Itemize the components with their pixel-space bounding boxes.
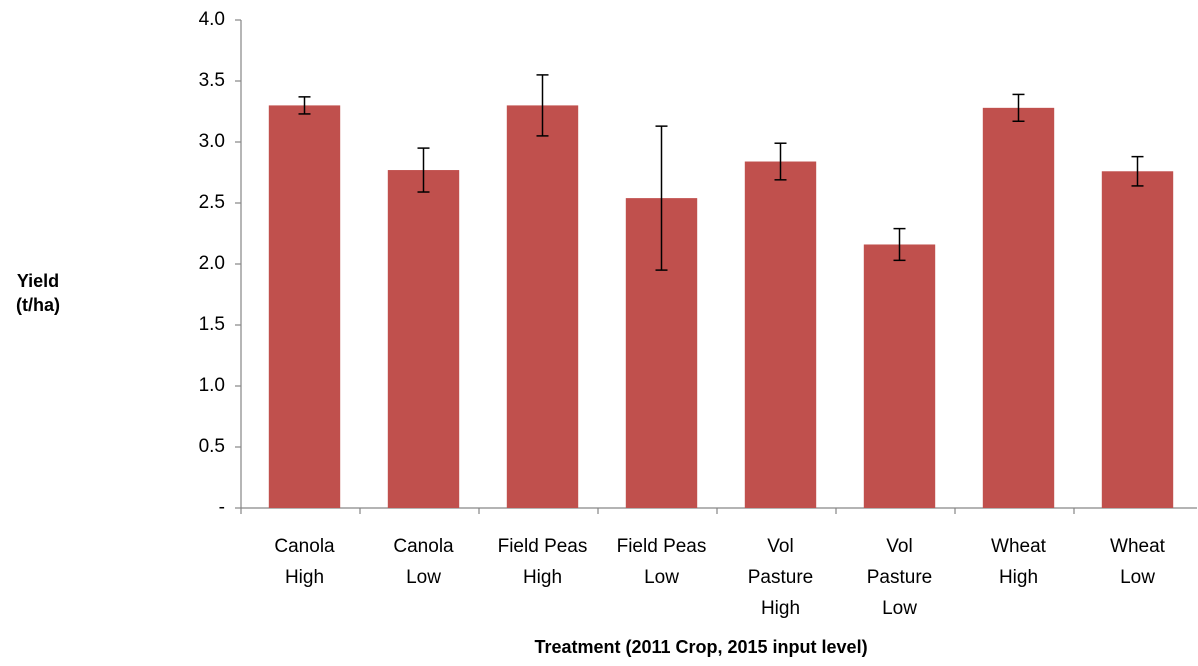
error-bar: [1012, 93, 1025, 123]
x-tick-label: High: [523, 567, 562, 588]
y-tick-label: 1.5: [199, 314, 225, 335]
y-axis-label: Yield: [17, 271, 59, 291]
bar: [506, 105, 579, 509]
x-tick-label: High: [761, 598, 800, 619]
error-bar: [1131, 155, 1144, 187]
y-tick-label: 1.0: [199, 375, 225, 396]
y-tick-label: 0.5: [199, 436, 225, 457]
x-tick-label: Low: [406, 567, 441, 588]
x-tick-label: Canola: [393, 536, 454, 557]
x-tick-label: Field Peas: [498, 536, 588, 557]
error-bar: [417, 147, 430, 193]
x-tick-label: Pasture: [748, 567, 813, 588]
error-bar: [536, 74, 549, 137]
x-tick-label: Low: [882, 598, 917, 619]
bar: [744, 161, 817, 508]
x-tick-label: Low: [1120, 567, 1155, 588]
x-tick-label: Vol: [767, 536, 793, 557]
x-tick-label: Low: [644, 567, 679, 588]
error-bar: [774, 142, 787, 181]
y-tick-label: 3.5: [199, 70, 225, 91]
bar: [863, 244, 936, 509]
x-tick-label: Wheat: [991, 536, 1047, 557]
error-bar: [893, 227, 906, 262]
x-axis-label: Treatment (2011 Crop, 2015 input level): [534, 637, 867, 657]
x-tick-label: High: [999, 567, 1038, 588]
y-tick-label: 2.5: [199, 192, 225, 213]
x-tick-label: Pasture: [867, 567, 932, 588]
bar: [1101, 171, 1174, 508]
y-tick-label: 4.0: [199, 9, 225, 30]
y-axis-label: (t/ha): [16, 295, 60, 315]
x-tick-label: Canola: [274, 536, 335, 557]
x-tick-label: Field Peas: [617, 536, 707, 557]
x-tick-label: Vol: [886, 536, 912, 557]
y-tick-label: -: [219, 497, 225, 518]
error-bar: [655, 125, 668, 271]
bar: [387, 170, 460, 508]
bar: [982, 107, 1055, 508]
x-tick-label: Wheat: [1110, 536, 1166, 557]
bar: [268, 105, 341, 509]
x-tick-label: High: [285, 567, 324, 588]
y-tick-label: 3.0: [199, 131, 225, 152]
y-tick-label: 2.0: [199, 253, 225, 274]
error-bar: [298, 96, 311, 115]
